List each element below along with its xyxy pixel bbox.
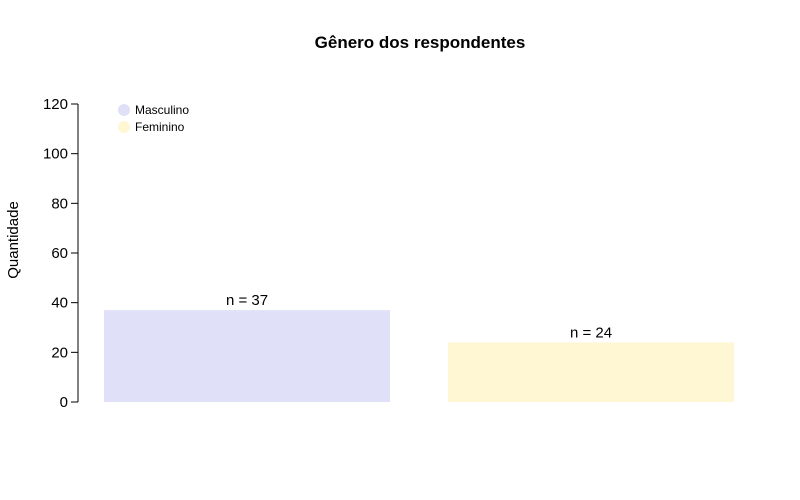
y-tick-label: 120	[43, 96, 68, 113]
data-label: n = 24	[570, 324, 612, 341]
legend-marker	[118, 104, 130, 116]
bar-feminino	[448, 342, 734, 402]
legend-label: Feminino	[135, 120, 185, 134]
y-tick-label: 0	[60, 394, 68, 411]
legend: Masculino Feminino	[118, 103, 189, 134]
y-tick-label: 80	[51, 195, 68, 212]
y-tick-label: 60	[51, 245, 68, 262]
bar-masculino	[104, 310, 390, 402]
legend-marker	[118, 121, 130, 133]
y-tick-label: 40	[51, 295, 68, 312]
legend-label: Masculino	[135, 103, 189, 117]
chart-title: Gênero dos respondentes	[315, 33, 526, 52]
y-tick-label: 100	[43, 146, 68, 163]
y-axis-label: Quantidade	[5, 201, 22, 279]
data-label: n = 37	[226, 292, 268, 309]
y-tick-label: 20	[51, 344, 68, 361]
bars: n = 37 n = 24	[104, 292, 734, 402]
y-axis-ticks: 0 20 40 60 80 100 120	[43, 96, 78, 411]
